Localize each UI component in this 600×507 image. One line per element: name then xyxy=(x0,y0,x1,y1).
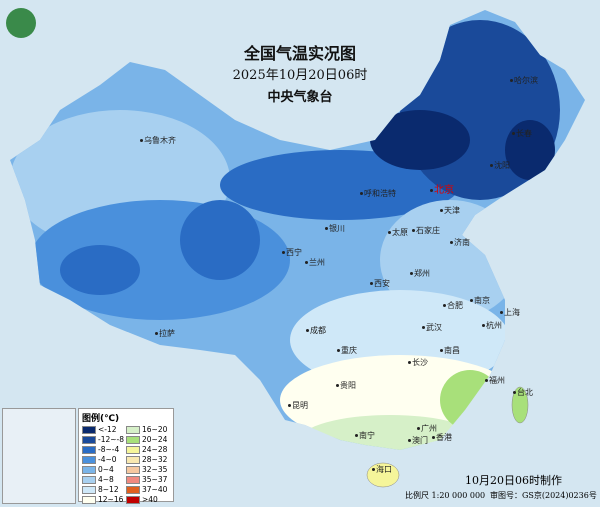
legend-item: 35~37 xyxy=(126,475,170,484)
legend-label: -4~0 xyxy=(98,455,117,464)
city-label: 郑州 xyxy=(410,268,430,279)
city-label: 武汉 xyxy=(422,322,442,333)
city-label: 沈阳 xyxy=(490,160,510,171)
city-label: 济南 xyxy=(450,237,470,248)
legend-label: 0~4 xyxy=(98,465,114,474)
city-label: 成都 xyxy=(306,325,326,336)
legend-swatch xyxy=(82,485,96,494)
city-label: 重庆 xyxy=(337,345,357,356)
city-label: 乌鲁木齐 xyxy=(140,135,176,146)
legend-item: <-12 xyxy=(82,425,126,434)
city-label: 澳门 xyxy=(408,435,428,446)
legend-label: 12~16 xyxy=(98,495,124,504)
city-label: 杭州 xyxy=(482,320,502,331)
legend-swatch xyxy=(82,435,96,444)
map-datetime: 2025年10月20日06时 xyxy=(232,68,368,83)
legend-label: <-12 xyxy=(98,425,117,434)
south-china-sea-inset xyxy=(2,408,76,504)
city-label: 上海 xyxy=(500,307,520,318)
city-label: 兰州 xyxy=(305,257,325,268)
legend-label: 16~20 xyxy=(142,425,168,434)
city-label: 西宁 xyxy=(282,247,302,258)
city-label: 南京 xyxy=(470,295,490,306)
city-label: 南宁 xyxy=(355,430,375,441)
legend-item: -12~-8 xyxy=(82,435,126,444)
legend-item: 32~35 xyxy=(126,465,170,474)
city-label: 银川 xyxy=(325,223,345,234)
legend-swatch xyxy=(82,425,96,434)
legend-swatch xyxy=(126,495,140,504)
city-label: 哈尔滨 xyxy=(510,75,538,86)
city-label: 呼和浩特 xyxy=(360,188,396,199)
legend-swatch xyxy=(126,435,140,444)
legend-title: 图例(℃) xyxy=(82,414,120,424)
legend-swatch xyxy=(126,425,140,434)
city-label: 天津 xyxy=(440,205,460,216)
city-label: 长沙 xyxy=(408,357,428,368)
legend-label: -12~-8 xyxy=(98,435,125,444)
legend-item: -4~0 xyxy=(82,455,126,464)
legend-swatch xyxy=(126,455,140,464)
map-scale: 比例尺 1:20 000 000 xyxy=(405,491,486,500)
made-time: 10月20日06时制作 xyxy=(465,474,562,487)
legend-swatch xyxy=(82,455,96,464)
legend-item: 20~24 xyxy=(126,435,170,444)
legend-label: 4~8 xyxy=(98,475,114,484)
legend-item: >40 xyxy=(126,495,170,504)
cma-logo xyxy=(6,8,36,38)
legend-swatch xyxy=(82,465,96,474)
city-label: 广州 xyxy=(417,423,437,434)
city-label: 福州 xyxy=(485,375,505,386)
legend-item: 12~16 xyxy=(82,495,126,504)
city-label: 昆明 xyxy=(288,400,308,411)
map-title: 全国气温实况图 xyxy=(243,44,356,63)
legend-swatch xyxy=(126,445,140,454)
city-label: 拉萨 xyxy=(155,328,175,339)
legend-swatch xyxy=(126,485,140,494)
city-label: 海口 xyxy=(372,464,392,475)
legend-label: 35~37 xyxy=(142,475,168,484)
legend: 图例(℃) <-12 16~20 -12~-8 20~24 -8~-4 24~28 -4~0… xyxy=(78,408,174,504)
legend-label: 37~40 xyxy=(142,485,168,494)
legend-label: 8~12 xyxy=(98,485,119,494)
approval-number: 审图号：GS京(2024)0236号 xyxy=(490,491,597,500)
legend-label: 28~32 xyxy=(142,455,168,464)
legend-item: 0~4 xyxy=(82,465,126,474)
legend-swatch xyxy=(82,475,96,484)
legend-item: 16~20 xyxy=(126,425,170,434)
legend-item: 4~8 xyxy=(82,475,126,484)
city-label: 西安 xyxy=(370,278,390,289)
city-label: 合肥 xyxy=(443,300,463,311)
legend-label: 32~35 xyxy=(142,465,168,474)
agency-name: 中央气象台 xyxy=(267,90,333,105)
legend-swatch xyxy=(126,465,140,474)
city-label: 石家庄 xyxy=(412,225,440,236)
city-label: 太原 xyxy=(388,227,408,238)
city-label: 南昌 xyxy=(440,345,460,356)
legend-item: 37~40 xyxy=(126,485,170,494)
city-label: 贵阳 xyxy=(336,380,356,391)
legend-label: 20~24 xyxy=(142,435,168,444)
city-label: 北京 xyxy=(430,181,454,196)
legend-item: 8~12 xyxy=(82,485,126,494)
legend-item: -8~-4 xyxy=(82,445,126,454)
legend-swatch xyxy=(126,475,140,484)
city-label: 台北 xyxy=(513,387,533,398)
city-label: 长春 xyxy=(512,128,532,139)
legend-label: -8~-4 xyxy=(98,445,120,454)
legend-item: 24~28 xyxy=(126,445,170,454)
legend-item: 28~32 xyxy=(126,455,170,464)
legend-swatch xyxy=(82,495,96,504)
legend-swatch xyxy=(82,445,96,454)
city-label: 香港 xyxy=(432,432,452,443)
legend-label: >40 xyxy=(142,495,158,504)
legend-label: 24~28 xyxy=(142,445,168,454)
